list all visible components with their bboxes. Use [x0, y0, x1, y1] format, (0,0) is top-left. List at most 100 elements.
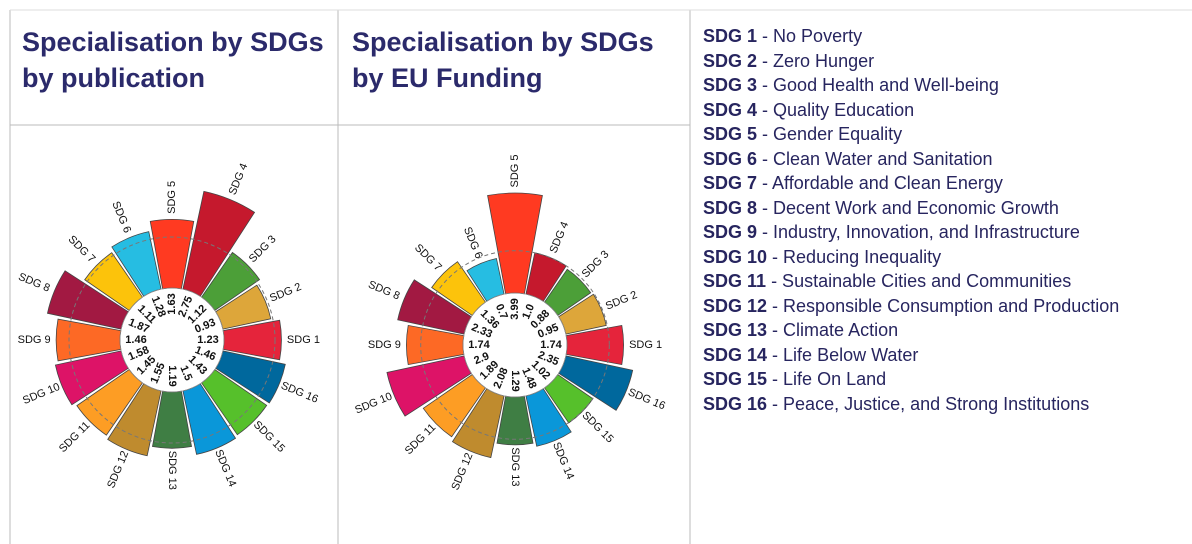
legend-code: SDG 2: [703, 50, 758, 71]
category-label: SDG 5: [509, 154, 521, 187]
legend-code: SDG 8: [703, 197, 758, 218]
category-label: SDG 7: [66, 233, 98, 265]
value-label: 1.46: [125, 334, 146, 346]
legend-name: - Gender Equality: [762, 124, 903, 144]
category-label: SDG 3: [580, 248, 612, 280]
category-label: SDG 5: [166, 181, 178, 214]
category-label: SDG 4: [227, 162, 251, 197]
value-label: 1.74: [468, 339, 490, 351]
legend-item: SDG 14 - Life Below Water: [703, 343, 1163, 368]
value-label: 1.29: [509, 370, 521, 391]
value-label: 1.0: [520, 302, 537, 321]
category-label: SDG 2: [604, 289, 639, 313]
category-label: SDG 8: [366, 279, 401, 303]
category-label: SDG 9: [368, 339, 401, 351]
category-label: SDG 6: [461, 225, 485, 260]
legend-code: SDG 10: [703, 246, 768, 267]
value-label: 3.99: [509, 298, 521, 319]
legend-code: SDG 11: [703, 271, 767, 291]
value-label: 1.5: [177, 364, 194, 383]
legend-item: SDG 2 - Zero Hunger: [703, 49, 1163, 74]
legend-name: - Reducing Inequality: [772, 246, 942, 267]
chart-title: Specialisation by SDGs by publication: [22, 27, 324, 93]
legend-code: SDG 13: [703, 320, 768, 340]
legend-code: SDG 6: [703, 148, 758, 169]
category-label: SDG 2: [268, 281, 303, 305]
legend-item: SDG 12 - Responsible Consumption and Pro…: [703, 294, 1163, 319]
category-label: SDG 11: [403, 422, 439, 458]
legend-code: SDG 16: [703, 393, 768, 414]
legend-name: - Climate Action: [772, 320, 899, 340]
category-label: SDG 13: [509, 447, 521, 486]
legend-item: SDG 8 - Decent Work and Economic Growth: [703, 196, 1163, 221]
legend-name: - No Poverty: [762, 26, 863, 46]
category-label: SDG 10: [21, 381, 62, 407]
legend: SDG 1 - No Poverty SDG 2 - Zero Hunger SDG…: [703, 24, 1163, 416]
legend-item: SDG 11 - Sustainable Cities and Communit…: [703, 269, 1163, 294]
value-label: 1.19: [166, 365, 178, 386]
inner-circle: [462, 292, 568, 398]
chart-title: Specialisation by SDGs by EU Funding: [352, 27, 654, 93]
legend-name: - Life Below Water: [772, 344, 919, 365]
legend-item: SDG 15 - Life On Land: [703, 367, 1163, 392]
category-label: SDG 1: [629, 339, 662, 351]
legend-name: - Life On Land: [772, 369, 887, 389]
category-label: SDG 14: [212, 448, 238, 489]
category-label: SDG 3: [247, 233, 279, 265]
category-label: SDG 7: [412, 242, 444, 274]
category-label: SDG 9: [18, 334, 51, 346]
category-label: SDG 12: [105, 449, 131, 490]
category-label: SDG 8: [16, 271, 51, 295]
category-label: SDG 16: [626, 386, 667, 412]
category-label: SDG 15: [579, 409, 615, 445]
legend-name: - Peace, Justice, and Strong Institution…: [772, 393, 1090, 414]
legend-item: SDG 13 - Climate Action: [703, 318, 1163, 343]
value-label: 0.7: [493, 302, 510, 321]
category-label: SDG 10: [353, 390, 394, 416]
category-label: SDG 11: [57, 419, 93, 455]
category-label: SDG 16: [279, 380, 320, 406]
legend-item: SDG 10 - Reducing Inequality: [703, 245, 1163, 270]
legend-code: SDG 1: [703, 26, 758, 46]
legend-name: - Sustainable Cities and Communities: [771, 271, 1072, 291]
reference-circle: [68, 236, 276, 444]
legend-code: SDG 5: [703, 124, 758, 144]
legend-code: SDG 12: [703, 295, 768, 316]
legend-name: - Industry, Innovation, and Infrastructu…: [762, 222, 1080, 242]
legend-item: SDG 6 - Clean Water and Sanitation: [703, 147, 1163, 172]
legend-code: SDG 4: [703, 99, 758, 120]
legend-code: SDG 7: [703, 173, 758, 193]
legend-name: - Quality Education: [762, 99, 915, 120]
category-label: SDG 1: [287, 334, 320, 346]
legend-item: SDG 9 - Industry, Innovation, and Infras…: [703, 220, 1163, 245]
category-label: SDG 12: [449, 451, 475, 492]
legend-item: SDG 4 - Quality Education: [703, 98, 1163, 123]
legend-name: - Zero Hunger: [762, 50, 875, 71]
legend-item: SDG 3 - Good Health and Well-being: [703, 73, 1163, 98]
legend-code: SDG 15: [703, 369, 768, 389]
category-label: SDG 14: [550, 441, 576, 482]
value-label: 2.9: [472, 350, 491, 367]
reference-circle: [420, 250, 610, 440]
legend-code: SDG 14: [703, 344, 768, 365]
legend-name: - Decent Work and Economic Growth: [762, 197, 1059, 218]
category-label: SDG 13: [166, 451, 178, 490]
legend-name: - Responsible Consumption and Production: [772, 295, 1120, 316]
category-label: SDG 6: [109, 200, 133, 235]
legend-code: SDG 3: [703, 75, 758, 95]
legend-item: SDG 7 - Affordable and Clean Energy: [703, 171, 1163, 196]
inner-circle: [119, 287, 225, 393]
legend-name: - Clean Water and Sanitation: [762, 148, 993, 169]
legend-item: SDG 16 - Peace, Justice, and Strong Inst…: [703, 392, 1163, 417]
legend-name: - Good Health and Well-being: [762, 75, 999, 95]
legend-code: SDG 9: [703, 222, 758, 242]
legend-item: SDG 1 - No Poverty: [703, 24, 1163, 49]
value-label: 1.63: [166, 293, 178, 314]
legend-name: - Affordable and Clean Energy: [762, 173, 1003, 193]
legend-item: SDG 5 - Gender Equality: [703, 122, 1163, 147]
value-label: 1.74: [540, 339, 562, 351]
category-label: SDG 15: [251, 419, 287, 455]
value-label: 1.23: [197, 334, 218, 346]
